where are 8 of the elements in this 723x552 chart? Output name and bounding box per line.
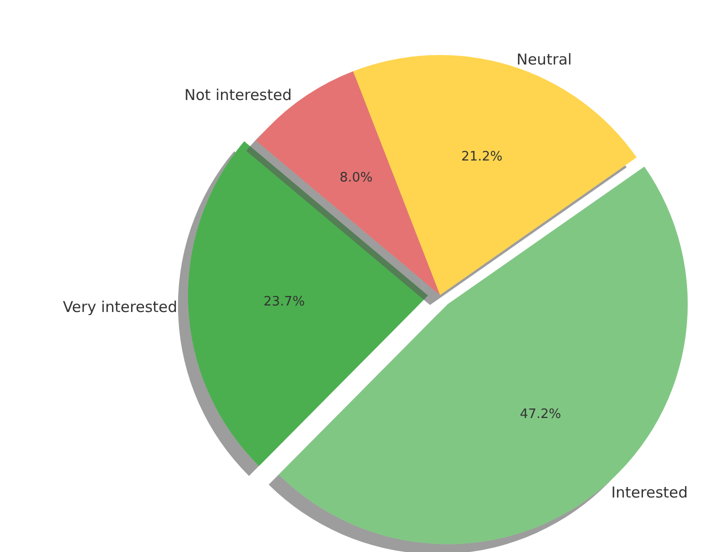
slice-label: Interested (611, 483, 688, 502)
data-label: 21.2% (461, 150, 502, 165)
data-label: 47.2% (520, 406, 562, 422)
data-label: 8.0% (340, 170, 373, 186)
slice-label: Neutral (516, 50, 572, 69)
data-label: 23.7% (264, 294, 305, 310)
slice-label: Very interested (62, 298, 178, 316)
slice-label: Not interested (184, 86, 292, 104)
